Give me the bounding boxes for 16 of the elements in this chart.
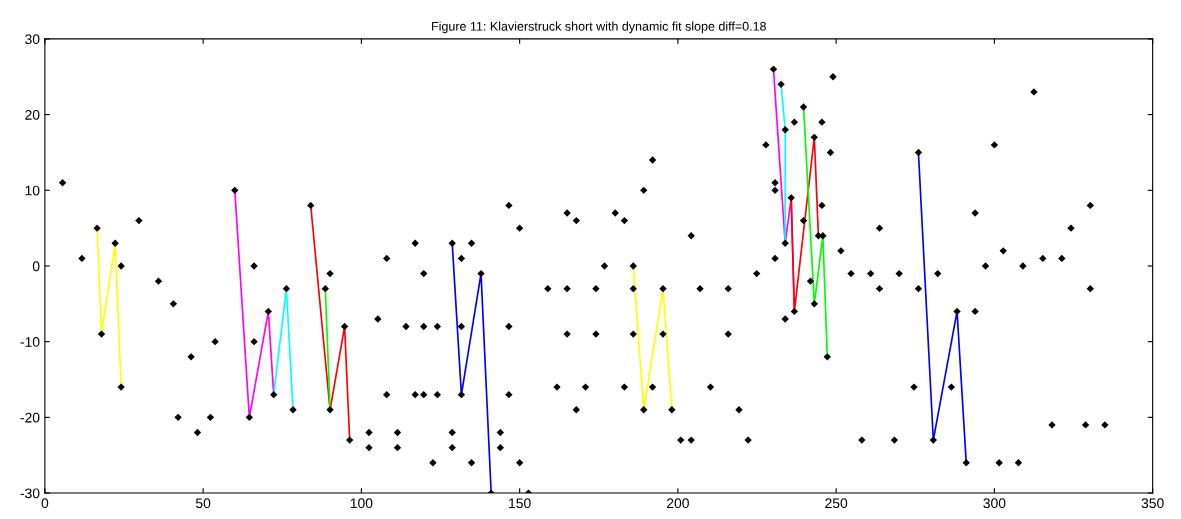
x-tick-label: 150 (509, 498, 531, 509)
y-tick-label: -30 (20, 488, 40, 499)
x-tick-label: 100 (350, 498, 373, 509)
y-tick-label: 30 (25, 34, 40, 45)
x-tick-label: 300 (983, 498, 1006, 509)
x-tick-label: 350 (1141, 498, 1164, 509)
chart-title: Figure 11: Klavierstruck short with dynamic fit slope diff=0.18 (432, 21, 766, 34)
x-tick-label: 200 (667, 498, 689, 509)
x-tick-label: 250 (825, 498, 848, 509)
y-tick-label: -20 (20, 412, 40, 423)
y-tick-label: -10 (20, 337, 40, 347)
y-tick-label: 0 (32, 261, 40, 272)
x-tick-label: 0 (41, 498, 49, 509)
y-tick-label: 20 (25, 109, 40, 120)
x-tick-label: 50 (195, 498, 211, 509)
y-tick-label: 10 (25, 185, 40, 196)
